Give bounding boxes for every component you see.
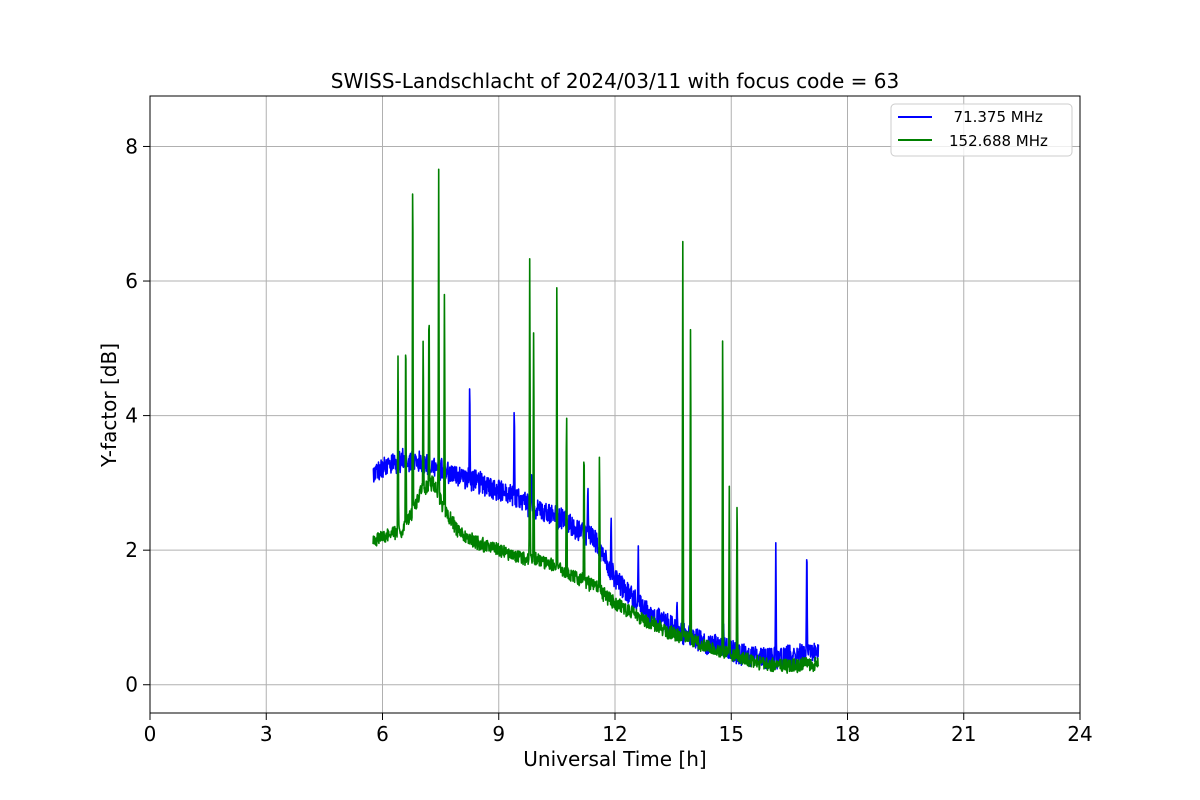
legend-label-152mhz: 152.688 MHz <box>949 132 1048 150</box>
x-tick-label: 3 <box>260 722 273 746</box>
legend: 71.375 MHz 152.688 MHz <box>890 103 1073 157</box>
y-tick-label: 8 <box>125 134 138 158</box>
x-tick-label: 12 <box>602 722 627 746</box>
y-tick-label: 6 <box>125 269 138 293</box>
grid <box>149 96 1081 713</box>
legend-label-71mhz: 71.375 MHz <box>944 108 1043 126</box>
y-tick-label: 2 <box>125 538 138 562</box>
x-axis-label: Universal Time [h] <box>523 747 706 771</box>
y-axis-label: Y-factor [dB] <box>97 343 121 468</box>
series-line-1 <box>372 168 820 674</box>
x-tick-label: 18 <box>835 722 860 746</box>
y-tick-label: 4 <box>125 404 138 428</box>
x-tick-label: 6 <box>376 722 389 746</box>
series-line-0 <box>372 388 820 670</box>
series-layer <box>372 168 820 674</box>
legend-box <box>890 103 1073 157</box>
x-tick-label: 0 <box>144 722 157 746</box>
x-tick-label: 15 <box>719 722 744 746</box>
x-tick-label: 9 <box>492 722 505 746</box>
chart-title: SWISS-Landschlacht of 2024/03/11 with fo… <box>331 69 899 93</box>
x-tick-label: 21 <box>951 722 976 746</box>
x-tick-label: 24 <box>1067 722 1092 746</box>
y-tick-label: 0 <box>125 673 138 697</box>
